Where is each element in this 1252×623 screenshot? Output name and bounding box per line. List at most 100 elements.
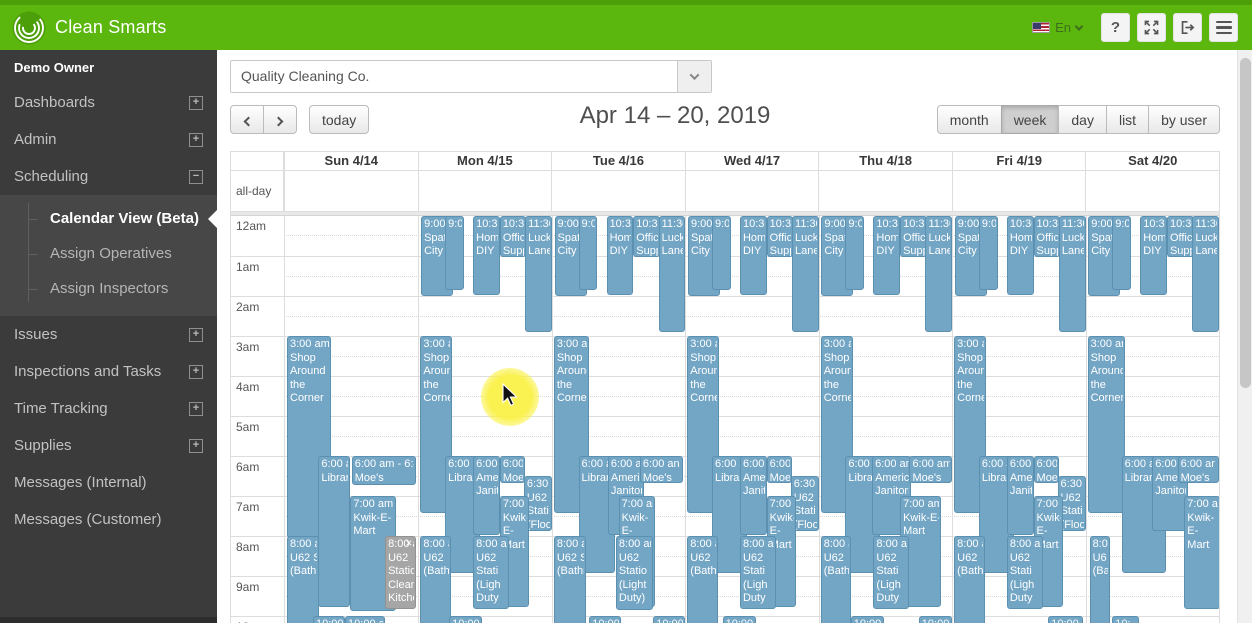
sidebar-item-issues[interactable]: Issues + xyxy=(0,316,217,353)
view-button-week[interactable]: week xyxy=(1000,105,1060,134)
language-selector[interactable]: En xyxy=(1032,20,1084,35)
calendar-event[interactable]: 10:00 xyxy=(313,616,346,623)
sidebar-item-supplies[interactable]: Supplies + xyxy=(0,427,217,464)
hour-row[interactable]: 4am xyxy=(231,376,1219,416)
sidebar-item-calendar-view-beta[interactable]: Calendar View (Beta) xyxy=(0,201,217,236)
calendar-event[interactable]: 8:00 aU62StatioCleanKitche × xyxy=(385,536,417,609)
allday-cell[interactable] xyxy=(1085,171,1219,211)
expand-icon[interactable]: + xyxy=(189,438,203,453)
sidebar-item-messages-customer[interactable]: Messages (Customer) xyxy=(0,501,217,538)
calendar-event[interactable]: 10:00 xyxy=(722,616,756,623)
expand-icon[interactable]: + xyxy=(189,327,203,342)
calendar-event[interactable]: 8:00 a U62 Stati (Ligh Duty xyxy=(873,536,910,609)
hour-row[interactable]: 2am xyxy=(231,296,1219,336)
calendar-event[interactable]: 10:30OfficSupp xyxy=(1033,216,1061,257)
calendar-event[interactable]: 10: xyxy=(1112,616,1139,623)
calendar-event[interactable]: 10:00 a xyxy=(345,616,386,623)
expand-icon[interactable]: + xyxy=(189,364,203,379)
allday-cell[interactable] xyxy=(684,171,819,211)
calendar-event[interactable]: 10:30HomDIY xyxy=(739,216,767,295)
calendar-event[interactable]: 6:00 an Moe's xyxy=(639,456,683,483)
calendar-event[interactable]: 8:00 a U62 Stati (Ligh Duty xyxy=(473,536,510,609)
close-icon[interactable]: × xyxy=(405,536,413,550)
allday-cell[interactable] xyxy=(951,171,1086,211)
calendar-event[interactable]: 9:00 p xyxy=(445,216,464,291)
sidebar-item-assign-inspectors[interactable]: Assign Inspectors xyxy=(0,271,217,306)
calendar-event[interactable]: 10:30OfficSupp xyxy=(1166,216,1194,257)
calendar-event[interactable]: 6:00 aAmeJanito xyxy=(473,456,500,535)
scrollbar-thumb[interactable] xyxy=(1240,58,1251,388)
help-button[interactable]: ? xyxy=(1101,13,1130,42)
calendar-event[interactable]: 11:30LuckLane xyxy=(925,216,953,333)
calendar-event[interactable]: 10:30OfficSupp xyxy=(633,216,660,257)
calendar-event[interactable]: 10:00 a xyxy=(918,616,953,623)
calendar-event[interactable]: 6:00 aMoe' xyxy=(499,456,526,483)
calendar-event[interactable]: 10:30HomDIY xyxy=(473,216,500,295)
calendar-event[interactable]: 10:30HomDIY xyxy=(606,216,634,295)
view-button-by-user[interactable]: by user xyxy=(1148,105,1220,134)
calendar-event[interactable]: 11:30LuckLane xyxy=(1058,216,1086,333)
calendar-event[interactable]: 8:00 anU62 S(Bathr xyxy=(553,536,586,623)
view-button-list[interactable]: list xyxy=(1105,105,1150,134)
calendar-event[interactable]: 6:00 aMoe' xyxy=(766,456,793,483)
next-button[interactable] xyxy=(263,105,297,134)
vertical-scrollbar[interactable] xyxy=(1237,50,1252,623)
company-select-toggle[interactable] xyxy=(677,61,711,92)
calendar-event[interactable]: 8:00 a U62 Stati (Ligh Duty xyxy=(739,536,776,609)
calendar-event[interactable]: 6:00 aAmeJanito xyxy=(1006,456,1034,535)
hour-row[interactable]: 3am xyxy=(231,336,1219,376)
calendar-event[interactable]: 10:30HomDIY xyxy=(1006,216,1034,295)
collapse-icon[interactable]: − xyxy=(189,169,203,184)
hour-row[interactable]: 5am xyxy=(231,416,1219,456)
sidebar-item-scheduling[interactable]: Scheduling − xyxy=(0,158,217,195)
allday-cell[interactable] xyxy=(284,171,418,211)
menu-button[interactable] xyxy=(1209,13,1238,42)
calendar-event[interactable]: 9:00 p xyxy=(578,216,598,291)
calendar-event[interactable]: 10:30OfficSupp xyxy=(900,216,927,257)
calendar-event[interactable]: 8:00 a U62 Stati (Ligh Duty xyxy=(1006,536,1043,609)
calendar-event[interactable]: 10:00 xyxy=(449,616,483,623)
expand-icon[interactable]: + xyxy=(189,401,203,416)
calendar-event[interactable]: 11:30LuckLane xyxy=(525,216,552,333)
allday-cell[interactable] xyxy=(417,171,552,211)
calendar-event[interactable]: 8:0U6(Ba xyxy=(1089,536,1110,623)
calendar-event[interactable]: 6:00 aAmeJanito xyxy=(739,456,767,535)
sidebar-item-inspections-and-tasks[interactable]: Inspections and Tasks + xyxy=(0,353,217,390)
today-button[interactable]: today xyxy=(309,105,370,134)
calendar-event[interactable]: 11:30LuckLane xyxy=(792,216,819,333)
calendar-event[interactable]: 10:30OfficSupp xyxy=(499,216,527,257)
expand-icon[interactable]: + xyxy=(189,132,203,147)
calendar-event[interactable]: 10:00 a xyxy=(1048,616,1083,623)
calendar-event[interactable]: 10:00 xyxy=(850,616,885,623)
expand-icon[interactable]: + xyxy=(189,95,203,110)
sign-out-button[interactable] xyxy=(1173,13,1202,42)
calendar-event[interactable]: 8:00 arU62 S(Bath xyxy=(287,536,320,623)
view-button-month[interactable]: month xyxy=(936,105,1002,134)
view-button-day[interactable]: day xyxy=(1058,105,1107,134)
sidebar-item-time-tracking[interactable]: Time Tracking + xyxy=(0,390,217,427)
calendar-event[interactable]: 6:00 ar Moe's xyxy=(1177,456,1219,483)
calendar-event[interactable]: 6:00 aMoe' xyxy=(1033,456,1059,483)
prev-button[interactable] xyxy=(230,105,264,134)
time-grid[interactable]: 12am 1am 2am 3am 4am 5am 6am 7am 8am 9am 10am 3:00 … xyxy=(231,216,1219,623)
calendar-event[interactable]: 9:00 p xyxy=(845,216,865,291)
calendar-event[interactable]: 10:30OfficSupp xyxy=(766,216,794,257)
fullscreen-button[interactable] xyxy=(1137,13,1166,42)
sidebar-item-messages-internal[interactable]: Messages (Internal) xyxy=(0,464,217,501)
calendar-event[interactable]: 11:30LuckLane xyxy=(1192,216,1219,333)
calendar-event[interactable]: 11:30LuckLane xyxy=(658,216,686,333)
sidebar-item-admin[interactable]: Admin + xyxy=(0,121,217,158)
calendar-event[interactable]: 10:00 xyxy=(589,616,622,623)
calendar-event[interactable]: 10:30HomDIY xyxy=(873,216,901,295)
calendar-event[interactable]: 10:00 a xyxy=(653,616,686,623)
calendar-event[interactable]: 9:00 p xyxy=(1112,216,1131,291)
allday-cell[interactable] xyxy=(551,171,685,211)
sidebar-item-assign-operatives[interactable]: Assign Operatives xyxy=(0,236,217,271)
calendar-event[interactable]: 6:00 am - 6:45Moe's xyxy=(351,456,416,485)
